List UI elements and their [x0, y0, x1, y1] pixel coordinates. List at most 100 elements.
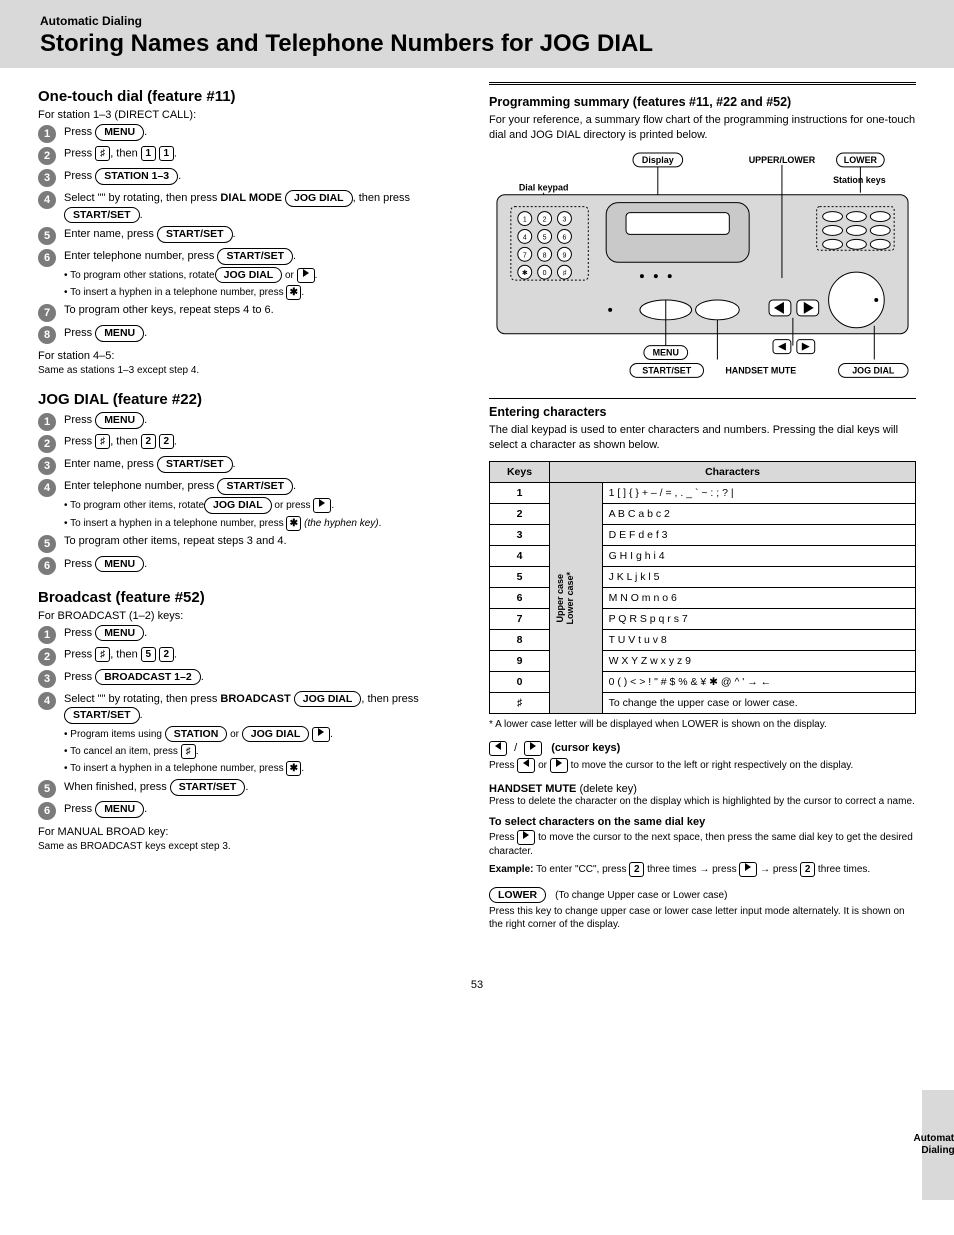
step-number: 7: [38, 304, 56, 322]
pill-btn: START/SET: [157, 226, 233, 243]
cursor-body: Press or to move the cursor to the left …: [489, 758, 916, 773]
header-title: Storing Names and Telephone Numbers for …: [40, 30, 914, 58]
step-number: 6: [38, 249, 56, 267]
step-number: 2: [38, 435, 56, 453]
station45-line: For station 4–5:: [38, 350, 465, 362]
step-number: 8: [38, 326, 56, 344]
keycap: 5: [141, 647, 156, 662]
svg-text:6: 6: [563, 234, 567, 241]
svg-text:9: 9: [563, 252, 567, 259]
step-body: Enter name, press START/SET.: [64, 456, 465, 473]
pill-btn: START/SET: [64, 207, 140, 224]
key-cell: 4: [490, 545, 550, 566]
manual-line: For MANUAL BROAD key:: [38, 826, 465, 838]
keycap: ✱: [286, 761, 301, 776]
step-row: 6 Press MENU.: [38, 556, 465, 575]
broadcast-steps: 1 Press MENU. 2 Press ♯, then 5 2. 3 Pre…: [38, 625, 465, 821]
lower-pill: LOWER: [489, 887, 546, 904]
char-cell: P Q R S p q r s 7: [602, 608, 915, 629]
char-cell: W X Y Z w x y z 9: [602, 650, 915, 671]
step-number: 4: [38, 191, 56, 209]
jogdial-title: JOG DIAL (feature #22): [38, 391, 465, 408]
manual-note: Same as BROADCAST keys except step 3.: [38, 840, 465, 853]
step-row: 4 Enter telephone number, press START/SE…: [38, 478, 465, 530]
step-body: Press MENU.: [64, 801, 465, 818]
step-body: When finished, press START/SET.: [64, 779, 465, 796]
lbl-lower: LOWER: [844, 155, 878, 165]
step-row: 4 Select "" by rotating, then press BROA…: [38, 691, 465, 777]
keycap: ✱: [286, 516, 301, 531]
lbl-handset-mute: HANDSET MUTE: [725, 365, 796, 375]
keycap: ♯: [95, 647, 110, 662]
svg-text:2: 2: [543, 216, 547, 223]
svg-text:8: 8: [543, 252, 547, 259]
step-body: Enter telephone number, press START/SET.…: [64, 478, 465, 530]
step-body: Select "" by rotating, then press DIAL M…: [64, 190, 465, 223]
step-row: 2 Press ♯, then 5 2.: [38, 647, 465, 666]
pill-btn: START/SET: [217, 478, 293, 495]
svg-text:4: 4: [523, 234, 527, 241]
step-number: 5: [38, 780, 56, 798]
char-cell: T U V t u v 8: [602, 629, 915, 650]
char-cell: D E F d e f 3: [602, 524, 915, 545]
char-cell: 1 [ ] { } + – / = , . _ ` ~ : ; ? |: [602, 482, 915, 503]
summary-heading: Programming summary (features #11, #22 a…: [489, 95, 916, 109]
onetouch-steps: 1 Press MENU. 2 Press ♯, then 1 1. 3 Pre…: [38, 124, 465, 344]
pill-btn: JOG DIAL: [215, 267, 283, 284]
step-body: Select "" by rotating, then press BROADC…: [64, 691, 465, 777]
keycap: ✱: [286, 285, 301, 300]
right-arrow-icon: [297, 268, 315, 283]
left-arrow-icon: [489, 741, 507, 756]
step-number: 2: [38, 648, 56, 666]
page-number: 53: [0, 979, 954, 991]
double-rule: [489, 82, 916, 85]
step-row: 8 Press MENU.: [38, 325, 465, 344]
pill-btn: BROADCAST 1–2: [95, 669, 201, 686]
step-row: 1 Press MENU.: [38, 412, 465, 431]
pill-btn: START/SET: [157, 456, 233, 473]
step-body: Press MENU.: [64, 325, 465, 342]
step-number: 4: [38, 479, 56, 497]
step-row: 4 Select "" by rotating, then press DIAL…: [38, 190, 465, 223]
summary-intro: For your reference, a summary flow chart…: [489, 113, 916, 143]
step-number: 5: [38, 535, 56, 553]
svg-text:3: 3: [563, 216, 567, 223]
control-panel-diagram: Display UPPER/LOWER LOWER Dial keypad St…: [489, 151, 916, 382]
select-same-title: To select characters on the same dial ke…: [489, 816, 916, 828]
key-cell: ♯: [490, 692, 550, 713]
step-row: 5 When finished, press START/SET.: [38, 779, 465, 798]
char-cell: M N O m n o 6: [602, 587, 915, 608]
char-cell: G H I g h i 4: [602, 545, 915, 566]
entering-body: The dial keypad is used to enter charact…: [489, 423, 916, 453]
step-number: 1: [38, 626, 56, 644]
keycap: 1: [141, 146, 156, 161]
step-row: 6 Press MENU.: [38, 801, 465, 820]
right-column: Programming summary (features #11, #22 a…: [489, 82, 916, 931]
svg-text:7: 7: [523, 252, 527, 259]
step-extra: • To insert a hyphen in a telephone numb…: [64, 761, 465, 776]
right-arrow-icon: [524, 741, 542, 756]
keycap: 2: [159, 434, 174, 449]
keycap: 1: [159, 146, 174, 161]
page-body: One-touch dial (feature #11) For station…: [0, 68, 954, 961]
svg-text:✱: ✱: [522, 269, 528, 277]
step-extra: • Program items using STATION or JOG DIA…: [64, 726, 465, 743]
rot-cell: Upper caseLower case*: [550, 482, 603, 713]
lower-body: Press this key to change upper case or l…: [489, 905, 916, 931]
example: Example: To enter "CC", press 2 three ti…: [489, 862, 916, 877]
step-row: 3 Press STATION 1–3.: [38, 168, 465, 187]
step-row: 1 Press MENU.: [38, 625, 465, 644]
step-body: Press ♯, then 1 1.: [64, 146, 465, 161]
pill-btn: START/SET: [170, 779, 246, 796]
char-cell: 0 ( ) < > ! " # $ % & ¥ ✱ @ ^ ' → ←: [602, 671, 915, 692]
step-row: 5 Enter name, press START/SET.: [38, 226, 465, 245]
step-number: 6: [38, 557, 56, 575]
step-body: Press STATION 1–3.: [64, 168, 465, 185]
step-body: Press MENU.: [64, 625, 465, 642]
step-body: Press MENU.: [64, 124, 465, 141]
pill-btn: MENU: [95, 801, 144, 818]
station45-note: Same as stations 1–3 except step 4.: [38, 364, 465, 377]
pill-btn: MENU: [95, 412, 144, 429]
keycap: ♯: [181, 744, 196, 759]
pill-btn: JOG DIAL: [294, 691, 362, 708]
